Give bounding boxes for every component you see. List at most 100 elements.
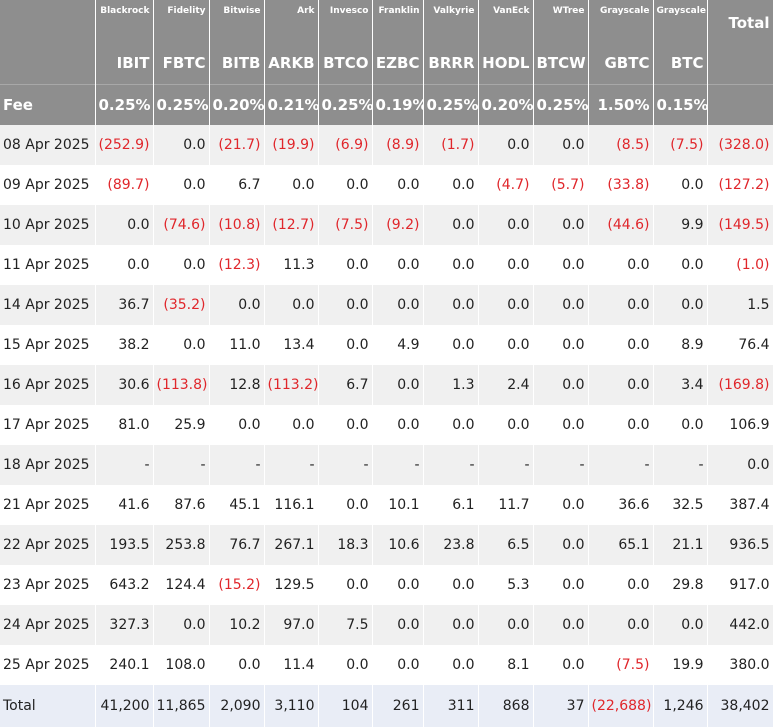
flow-value: 25.9 [153, 405, 210, 445]
flow-value: 0.0 [533, 605, 589, 645]
flow-value: - [95, 445, 154, 485]
flow-value: (5.7) [533, 165, 589, 205]
ticker-row: IBIT FBTC BITB ARKB BTCO EZBC BRRR HODL BTCW GBTC… [0, 42, 773, 84]
issuer-name: WTree [533, 0, 589, 42]
row-total: 380.0 [707, 645, 773, 685]
total-header: Total [707, 0, 773, 42]
flow-value: 0.0 [478, 205, 534, 245]
flow-value: 116.1 [264, 485, 319, 525]
totals-label: Total [0, 685, 96, 727]
date: 10 Apr 2025 [0, 205, 96, 245]
flow-value: 9.9 [653, 205, 708, 245]
row-total: 387.4 [707, 485, 773, 525]
flow-value: 11.0 [209, 325, 265, 365]
flow-value: 0.0 [533, 325, 589, 365]
flow-value: 13.4 [264, 325, 319, 365]
flow-value: 0.0 [423, 405, 479, 445]
flow-value: 0.0 [533, 485, 589, 525]
flow-value: 253.8 [153, 525, 210, 565]
row-total: (127.2) [707, 165, 773, 205]
date: 24 Apr 2025 [0, 605, 96, 645]
flow-value: (252.9) [95, 125, 154, 165]
blank-cell [707, 83, 773, 125]
fee-value: 0.20% [478, 83, 534, 125]
flow-value: 18.3 [318, 525, 373, 565]
date: 08 Apr 2025 [0, 125, 96, 165]
flow-row: 18 Apr 2025- - - - - - - - - - -0.0 [0, 445, 773, 485]
date: 16 Apr 2025 [0, 365, 96, 405]
flow-value: (1.7) [423, 125, 479, 165]
flow-value: 0.0 [264, 165, 319, 205]
flow-value: 240.1 [95, 645, 154, 685]
flow-value: 0.0 [423, 605, 479, 645]
flow-value: (44.6) [588, 205, 654, 245]
flow-row: 23 Apr 2025 643.2 124.4 (15.2) 129.5 0.0 0.0 0.… [0, 565, 773, 605]
row-total: 936.5 [707, 525, 773, 565]
ticker: GBTC [588, 42, 654, 84]
flow-value: 0.0 [588, 365, 654, 405]
flow-value: 0.0 [372, 245, 424, 285]
flow-value: 0.0 [95, 205, 154, 245]
flow-row: 15 Apr 2025 38.2 0.0 11.0 13.4 0.0 4.9 0.0 0.0 0.… [0, 325, 773, 365]
flow-value: 0.0 [588, 605, 654, 645]
flow-value: 0.0 [372, 565, 424, 605]
flow-value: (10.8) [209, 205, 265, 245]
total-value: 41,200 [95, 685, 154, 727]
fee-label: Fee [0, 83, 96, 125]
flow-value: 108.0 [153, 645, 210, 685]
flow-value: 0.0 [653, 165, 708, 205]
flow-value: (12.7) [264, 205, 319, 245]
issuer-name: Invesco [318, 0, 373, 42]
fee-value: 0.25% [95, 83, 154, 125]
date: 15 Apr 2025 [0, 325, 96, 365]
flow-value: 0.0 [372, 165, 424, 205]
flow-value: (4.7) [478, 165, 534, 205]
flow-value: (35.2) [153, 285, 210, 325]
flow-value: 6.1 [423, 485, 479, 525]
flow-value: 0.0 [533, 565, 589, 605]
flow-value: 0.0 [533, 285, 589, 325]
total-value: 1,246 [653, 685, 708, 727]
total-value: 311 [423, 685, 479, 727]
flow-value: - [478, 445, 534, 485]
flow-value: (8.5) [588, 125, 654, 165]
flow-value: 0.0 [653, 405, 708, 445]
flow-value: 0.0 [264, 285, 319, 325]
total-value: 104 [318, 685, 373, 727]
ticker: FBTC [153, 42, 210, 84]
flow-value: 10.2 [209, 605, 265, 645]
flow-value: 12.8 [209, 365, 265, 405]
flow-value: - [533, 445, 589, 485]
issuer-name: Franklin [372, 0, 424, 42]
row-total: (1.0) [707, 245, 773, 285]
corner-cell [0, 42, 96, 84]
fee-value: 0.15% [653, 83, 708, 125]
ticker: BTC [653, 42, 708, 84]
flow-value: 11.4 [264, 645, 319, 685]
flow-value: 0.0 [533, 245, 589, 285]
flow-value: 0.0 [153, 325, 210, 365]
ticker: BTCW [533, 42, 589, 84]
fee-row: Fee 0.25% 0.25% 0.20% 0.21% 0.25% 0.19% 0.25% 0.… [0, 83, 773, 125]
issuer-name: VanEck [478, 0, 534, 42]
flow-value: 0.0 [478, 325, 534, 365]
flow-value: 267.1 [264, 525, 319, 565]
flow-value: 0.0 [653, 245, 708, 285]
flow-value: 0.0 [588, 565, 654, 605]
ticker: ARKB [264, 42, 319, 84]
flow-value: 0.0 [423, 245, 479, 285]
flow-row: 25 Apr 2025 240.1 108.0 0.0 11.4 0.0 0.0 0.0 8.1… [0, 645, 773, 685]
issuer-name: Blackrock [95, 0, 154, 42]
date: 18 Apr 2025 [0, 445, 96, 485]
flow-value: (7.5) [318, 205, 373, 245]
flow-value: 0.0 [478, 125, 534, 165]
issuer-name: Bitwise [209, 0, 265, 42]
blank-cell [707, 42, 773, 84]
total-value: 3,110 [264, 685, 319, 727]
flow-value: - [653, 445, 708, 485]
ticker: HODL [478, 42, 534, 84]
date: 11 Apr 2025 [0, 245, 96, 285]
flow-value: 643.2 [95, 565, 154, 605]
